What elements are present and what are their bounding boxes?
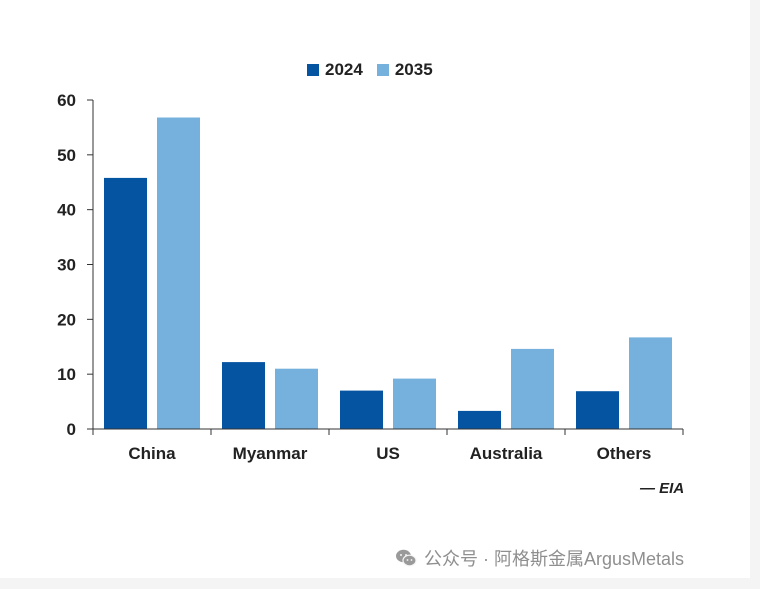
x-tick-label: Others (597, 444, 652, 463)
y-tick-label: 10 (57, 365, 76, 384)
x-tick-label: China (128, 444, 176, 463)
legend-swatch-2035 (376, 64, 389, 76)
source-label: — EIA (640, 480, 685, 497)
bar-chart: China Myanmar US Australia Others 0 10 20 30 40 50… (57, 91, 684, 463)
y-tick-label: 0 (67, 420, 76, 439)
y-tick-label: 50 (57, 146, 76, 165)
y-tick-label: 60 (57, 91, 76, 110)
chart-legend: 2024 2035 (307, 60, 447, 80)
bar-2035-australia (511, 348, 554, 429)
legend-label-2024: 2024 (325, 60, 363, 79)
bar-2035-china (157, 117, 200, 429)
x-tick-label: US (376, 444, 400, 463)
x-tick-label: Myanmar (233, 444, 308, 463)
y-tick-label: 30 (57, 256, 76, 275)
bar-2035-us (393, 378, 436, 429)
x-tick-label: Australia (470, 444, 543, 463)
y-tick-label: 20 (57, 310, 76, 329)
chart-card: 2024 2035 China Myanmar US Australia Others 0… (0, 0, 750, 578)
watermark-text: 公众号 · 阿格斯金属ArgusMetals (424, 549, 685, 569)
bar-2024-myanmar (222, 362, 265, 429)
bar-2024-australia (458, 410, 501, 429)
legend-item-2035: 2035 (376, 60, 433, 80)
legend-swatch-2024 (307, 64, 319, 76)
bar-2035-others (629, 337, 672, 429)
y-tick-label: 40 (57, 201, 76, 220)
wechat-icon (396, 549, 417, 567)
legend-item-2024: 2024 (307, 60, 363, 80)
watermark: 公众号 · 阿格斯金属ArgusMetals (394, 545, 684, 571)
legend-label-2035: 2035 (394, 60, 433, 79)
bar-2024-us (340, 390, 383, 429)
bar-2024-others (576, 391, 619, 429)
bar-2035-myanmar (275, 368, 318, 429)
bar-2024-china (104, 177, 147, 429)
